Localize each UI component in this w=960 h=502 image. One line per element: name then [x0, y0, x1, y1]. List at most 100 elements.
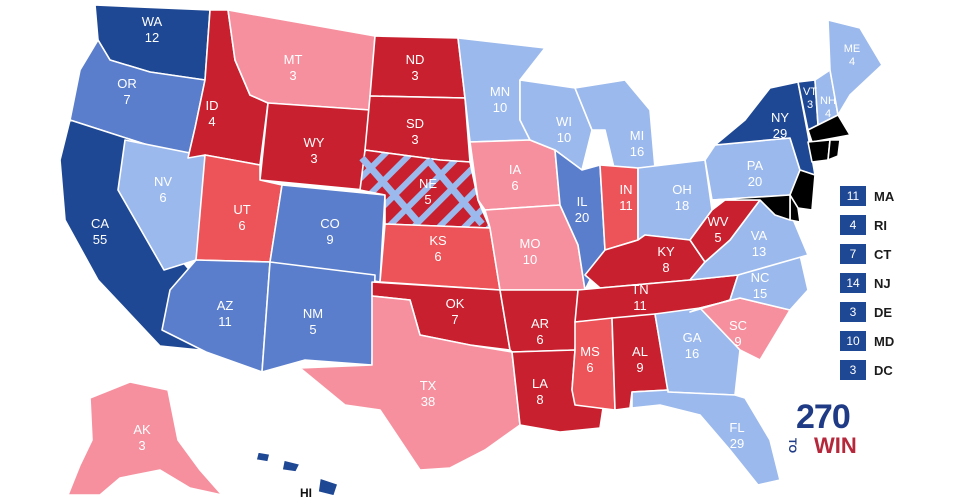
state-votes-MT: 3 — [289, 68, 296, 83]
state-FL[interactable] — [631, 389, 781, 486]
legend-state-name: MD — [874, 333, 895, 349]
state-votes-WY: 3 — [310, 151, 317, 166]
legend-state-name: DE — [874, 304, 893, 320]
legend-row-dc[interactable]: 3 DC — [840, 360, 950, 380]
state-votes-VA: 13 — [752, 244, 766, 259]
legend-votes-box: 3 — [840, 302, 866, 322]
legend-row-nj[interactable]: 14 NJ — [840, 273, 950, 293]
state-GA[interactable] — [654, 307, 741, 396]
state-votes-MI: 16 — [630, 144, 644, 159]
state-abbr-VA: VA — [751, 228, 768, 243]
state-votes-IA: 6 — [511, 178, 518, 193]
state-abbr-MN: MN — [490, 84, 510, 99]
state-abbr-MS: MS — [580, 344, 600, 359]
state-ND[interactable] — [369, 35, 466, 99]
state-votes-WV: 5 — [714, 230, 721, 245]
state-votes-NM: 5 — [309, 322, 316, 337]
state-abbr-VT: VT — [803, 86, 817, 98]
state-abbr-NY: NY — [771, 110, 789, 125]
nebraska-district-stripes — [359, 155, 485, 227]
state-abbr-CA: CA — [91, 216, 109, 231]
legend-row-ma[interactable]: 11 MA — [840, 186, 950, 206]
state-abbr-IL: IL — [577, 194, 588, 209]
state-abbr-AL: AL — [632, 344, 648, 359]
state-votes-SC: 9 — [734, 334, 741, 349]
state-abbr-OH: OH — [672, 182, 692, 197]
state-abbr-WI: WI — [556, 114, 572, 129]
state-NC[interactable] — [689, 254, 809, 313]
logo-to: TO — [786, 438, 798, 454]
state-AK[interactable] — [67, 381, 223, 496]
state-votes-PA: 20 — [748, 174, 762, 189]
state-votes-OH: 18 — [675, 198, 689, 213]
state-votes-GA: 16 — [685, 346, 699, 361]
state-abbr-ID: ID — [206, 98, 219, 113]
legend-state-name: MA — [874, 188, 895, 204]
state-votes-IL: 20 — [575, 210, 589, 225]
state-votes-TN: 11 — [633, 298, 647, 313]
state-abbr-IN: IN — [620, 182, 633, 197]
state-abbr-CO: CO — [320, 216, 340, 231]
state-NJ[interactable] — [789, 169, 816, 211]
state-votes-ME: 4 — [849, 56, 855, 68]
state-ME[interactable] — [827, 19, 883, 116]
state-abbr-MT: MT — [284, 52, 303, 67]
state-MA[interactable] — [807, 114, 851, 143]
state-votes-KY: 8 — [662, 260, 669, 275]
legend-state-name: RI — [874, 217, 887, 233]
legend-state-name: CT — [874, 246, 892, 262]
state-abbr-TN: TN — [631, 282, 648, 297]
state-votes-AR: 6 — [536, 332, 543, 347]
state-votes-ND: 3 — [411, 68, 418, 83]
state-votes-UT: 6 — [238, 218, 245, 233]
state-abbr-AR: AR — [531, 316, 549, 331]
legend-votes-box: 14 — [840, 273, 866, 293]
state-abbr-FL: FL — [729, 420, 744, 435]
state-abbr-OR: OR — [117, 76, 137, 91]
state-abbr-NH: NH — [820, 95, 836, 107]
state-votes-SD: 3 — [411, 132, 418, 147]
state-votes-WA: 12 — [145, 30, 159, 45]
legend-state-name: NJ — [874, 275, 891, 291]
state-votes-MS: 6 — [586, 360, 593, 375]
state-abbr-GA: GA — [683, 330, 702, 345]
state-votes-ID: 4 — [208, 114, 215, 129]
state-abbr-KY: KY — [657, 244, 675, 259]
state-NM[interactable] — [261, 261, 376, 373]
state-abbr-AZ: AZ — [217, 298, 234, 313]
hawaii-label: HI — [300, 486, 312, 500]
legend-votes-box: 4 — [840, 215, 866, 235]
legend-row-ri[interactable]: 4 RI — [840, 215, 950, 235]
state-votes-VT: 3 — [807, 99, 813, 111]
state-HI[interactable] — [255, 451, 339, 497]
state-abbr-KS: KS — [429, 233, 447, 248]
state-votes-OK: 7 — [451, 312, 458, 327]
state-votes-OR: 7 — [123, 92, 130, 107]
state-votes-MN: 10 — [493, 100, 507, 115]
state-abbr-MI: MI — [630, 128, 644, 143]
state-votes-AL: 9 — [636, 360, 643, 375]
state-votes-MO: 10 — [523, 252, 537, 267]
state-abbr-SD: SD — [406, 116, 424, 131]
legend-row-md[interactable]: 10 MD — [840, 331, 950, 351]
state-abbr-UT: UT — [233, 202, 250, 217]
legend-votes-box: 11 — [840, 186, 866, 206]
state-votes-WI: 10 — [557, 130, 571, 145]
state-NY[interactable] — [714, 81, 816, 176]
legend-votes-box: 10 — [840, 331, 866, 351]
state-abbr-NM: NM — [303, 306, 323, 321]
state-CT[interactable] — [807, 139, 831, 163]
state-abbr-PA: PA — [747, 158, 764, 173]
state-abbr-ND: ND — [406, 52, 425, 67]
state-abbr-LA: LA — [532, 376, 548, 391]
logo-number: 270 — [796, 398, 851, 436]
state-abbr-IA: IA — [509, 162, 522, 177]
legend-row-ct[interactable]: 7 CT — [840, 244, 950, 264]
legend-row-de[interactable]: 3 DE — [840, 302, 950, 322]
state-votes-AK: 3 — [138, 438, 145, 453]
state-TX[interactable] — [299, 295, 521, 471]
state-MD[interactable] — [711, 194, 791, 221]
state-RI[interactable] — [827, 139, 841, 161]
